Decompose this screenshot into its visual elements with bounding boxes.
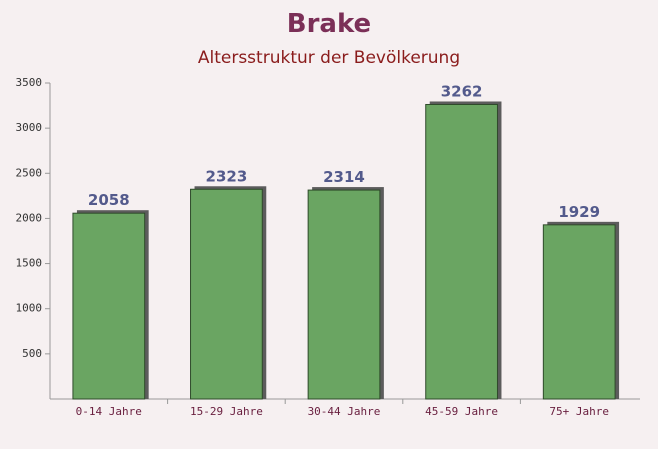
y-tick-label: 1500	[16, 257, 43, 270]
x-tick-label: 75+ Jahre	[549, 405, 609, 418]
value-label: 2314	[323, 168, 365, 186]
x-tick-label: 0-14 Jahre	[76, 405, 142, 418]
x-tick-label: 45-59 Jahre	[425, 405, 498, 418]
value-label: 2323	[206, 167, 248, 185]
chart-subtitle: Altersstruktur der Bevölkerung	[198, 48, 460, 68]
y-tick-label: 2000	[16, 211, 43, 224]
value-label: 2058	[88, 191, 130, 209]
y-tick-label: 500	[22, 347, 42, 360]
value-label: 1929	[558, 203, 600, 221]
bar	[72, 212, 146, 400]
value-label: 3262	[441, 82, 483, 100]
y-tick-label: 2500	[16, 166, 43, 179]
bar	[542, 224, 616, 400]
x-tick-label: 30-44 Jahre	[308, 405, 381, 418]
y-tick-label: 3500	[16, 76, 43, 89]
bar	[190, 188, 263, 400]
bar	[425, 103, 498, 400]
chart-title: Brake	[287, 9, 371, 39]
bar	[307, 189, 381, 400]
x-tick-label: 15-29 Jahre	[190, 405, 263, 418]
y-tick-label: 1000	[16, 302, 43, 315]
y-tick-label: 3000	[16, 121, 43, 134]
